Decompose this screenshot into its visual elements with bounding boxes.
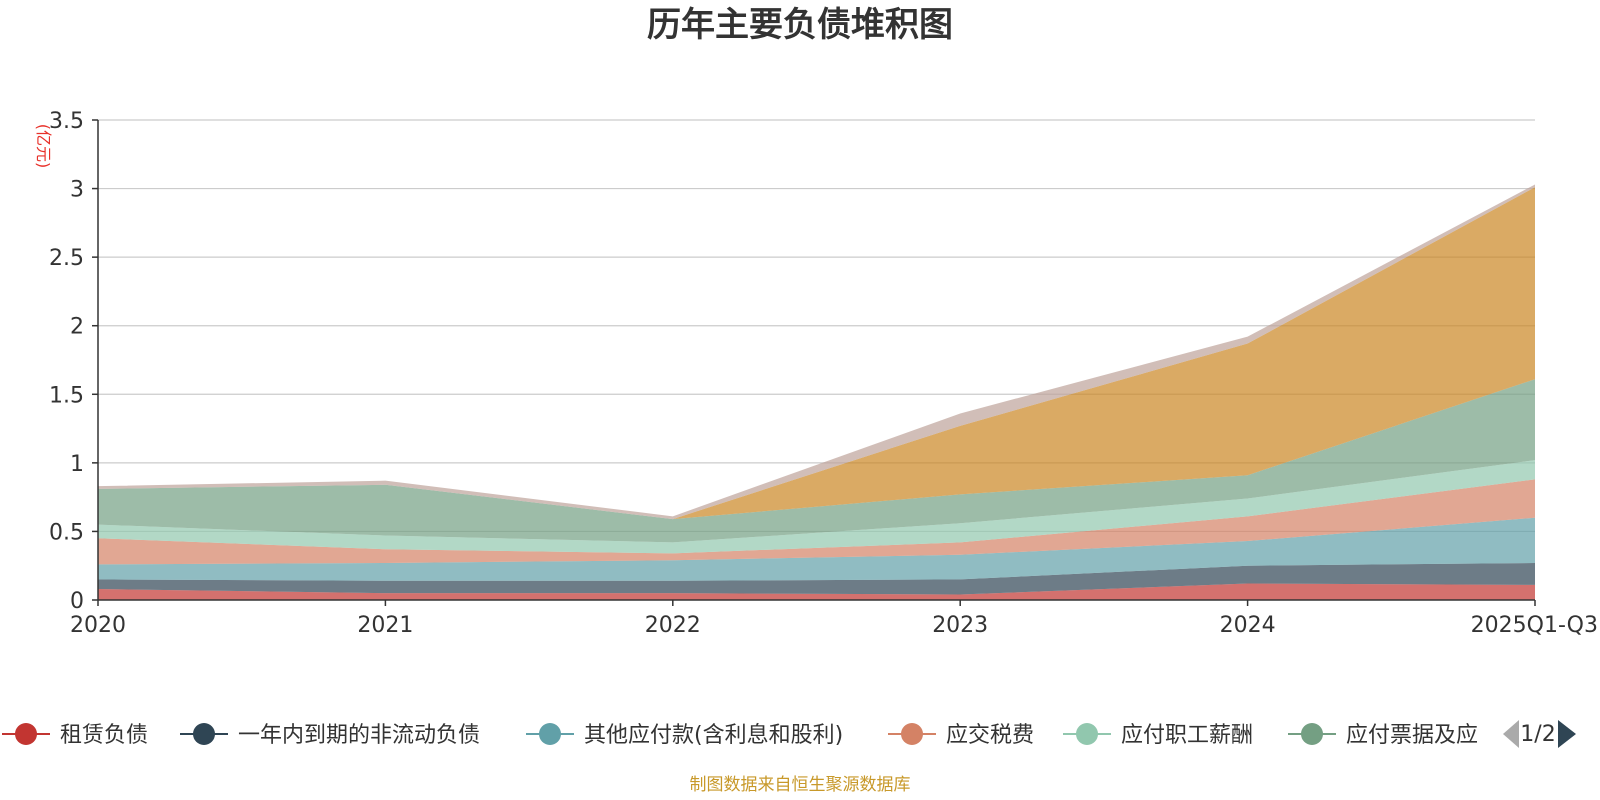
y-tick-label: 3 <box>70 178 84 203</box>
area-其他应付款(含利息和股利)[interactable] <box>98 517 1535 581</box>
y-tick-label: 3.5 <box>49 109 84 134</box>
y-tick-label: 1.5 <box>49 383 84 408</box>
x-tick-label: 2020 <box>70 613 126 638</box>
legend-page-indicator: 1/2 <box>1520 722 1555 747</box>
legend-marker <box>193 723 215 745</box>
legend-item[interactable]: 应付票据及应 <box>1288 723 1478 748</box>
legend-marker <box>539 723 561 745</box>
legend-item[interactable]: 应交税费 <box>888 723 1034 748</box>
x-tick-label: 2021 <box>357 613 413 638</box>
axes: 0 0.5 1 1.5 2 2.5 3 3.5 2020 2021 2022 2023 2024 2025… <box>49 109 1598 638</box>
y-tick-label: 0 <box>70 589 84 614</box>
y-tick-label: 2 <box>70 315 84 340</box>
area-series <box>98 184 1535 600</box>
area-租赁负债[interactable] <box>98 583 1535 600</box>
legend-item[interactable]: 其他应付款(含利息和股利) <box>526 723 843 748</box>
area-应付职工薪酬[interactable] <box>98 460 1535 554</box>
source-note: 制图数据来自恒生聚源数据库 <box>690 775 911 795</box>
area-合同负债[interactable] <box>98 187 1535 520</box>
y-tick-label: 0.5 <box>49 520 84 545</box>
x-tick-label: 2024 <box>1220 613 1276 638</box>
legend-marker <box>1301 723 1323 745</box>
legend-label: 应交税费 <box>946 723 1034 748</box>
legend-item[interactable]: 应付职工薪酬 <box>1063 723 1253 748</box>
legend-item[interactable]: 一年内到期的非流动负债 <box>180 723 480 748</box>
legend-next-icon[interactable] <box>1558 720 1576 748</box>
y-tick-label: 1 <box>70 452 84 477</box>
area-应交税费[interactable] <box>98 479 1535 565</box>
chart-title: 历年主要负债堆积图 <box>647 5 953 45</box>
area-一年内到期的非流动负债[interactable] <box>98 562 1535 595</box>
area-应付票据及应付账款[interactable] <box>98 379 1535 543</box>
legend-marker <box>15 723 37 745</box>
x-tick-label: 2025Q1-Q3 <box>1471 613 1598 638</box>
x-tick-label: 2022 <box>645 613 701 638</box>
legend-label: 租赁负债 <box>60 723 148 748</box>
legend-label: 应付职工薪酬 <box>1121 723 1253 748</box>
y-tick-label: 2.5 <box>49 246 84 271</box>
legend-prev-icon[interactable] <box>1503 720 1519 748</box>
x-tick-label: 2023 <box>932 613 988 638</box>
y-axis-unit: (亿元) <box>34 124 53 169</box>
legend-item[interactable]: 租赁负债 <box>2 723 148 748</box>
legend-pager: 1/2 <box>1503 720 1576 748</box>
legend-label: 一年内到期的非流动负债 <box>238 723 480 748</box>
legend-marker <box>901 723 923 745</box>
legend-marker <box>1076 723 1098 745</box>
legend: 租赁负债 一年内到期的非流动负债 其他应付款(含利息和股利) 应交税费 应付职工薪酬 应付… <box>2 723 1478 748</box>
legend-label: 应付票据及应 <box>1346 723 1478 748</box>
legend-label: 其他应付款(含利息和股利) <box>584 723 843 748</box>
area-短期借款[interactable] <box>98 184 1535 520</box>
